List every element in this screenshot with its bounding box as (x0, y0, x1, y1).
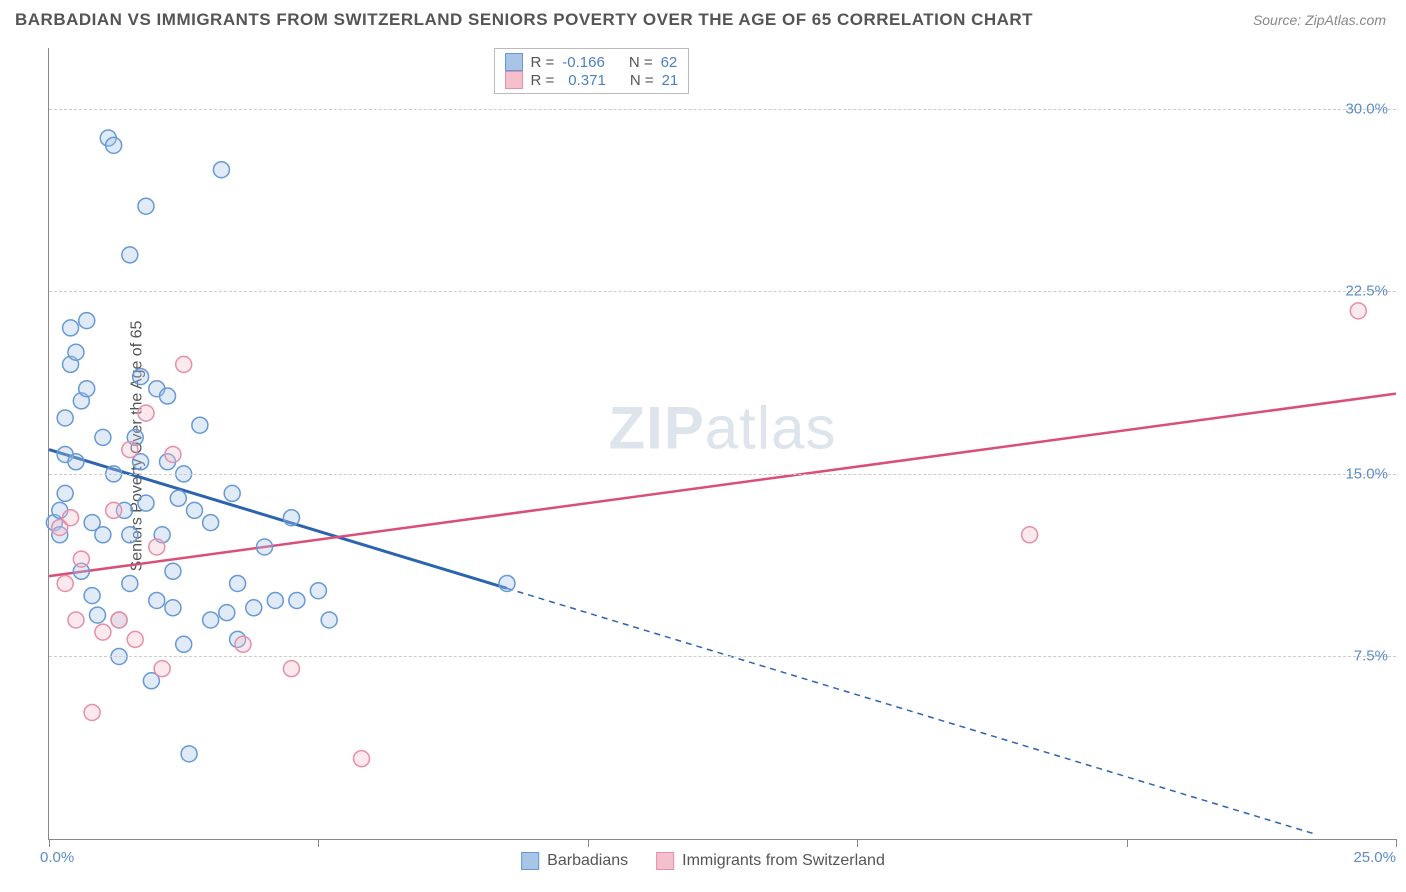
swatch-barbadians (505, 53, 523, 71)
stats-legend-box: R = -0.166 N = 62 R = 0.371 N = 21 (494, 48, 690, 94)
legend-item-swiss: Immigrants from Switzerland (656, 852, 885, 870)
legend-label-swiss: Immigrants from Switzerland (682, 852, 885, 870)
barbadians-n-value: 62 (661, 54, 678, 71)
x-tick-label-max: 25.0% (1353, 849, 1396, 866)
bottom-legend: Barbadians Immigrants from Switzerland (521, 852, 885, 870)
legend-swatch-swiss (656, 852, 674, 870)
n-label: N = (630, 72, 654, 89)
legend-label-barbadians: Barbadians (547, 852, 628, 870)
swiss-n-value: 21 (662, 72, 679, 89)
r-label: R = (531, 54, 555, 71)
scatter-svg (49, 48, 1396, 839)
barbadians-r-value: -0.166 (562, 54, 605, 71)
chart-title: BARBADIAN VS IMMIGRANTS FROM SWITZERLAND… (15, 10, 1033, 30)
x-tick-label-min: 0.0% (40, 849, 74, 866)
legend-swatch-barbadians (521, 852, 539, 870)
swiss-r-value: 0.371 (568, 72, 606, 89)
r-label: R = (531, 72, 555, 89)
swatch-swiss (505, 71, 523, 89)
source-attribution: Source: ZipAtlas.com (1253, 12, 1386, 28)
stats-row-barbadians: R = -0.166 N = 62 (505, 53, 679, 71)
stats-row-swiss: R = 0.371 N = 21 (505, 71, 679, 89)
n-label: N = (629, 54, 653, 71)
chart-plot-area: ZIPatlas R = -0.166 N = 62 R = 0.371 N =… (48, 48, 1396, 840)
legend-item-barbadians: Barbadians (521, 852, 628, 870)
